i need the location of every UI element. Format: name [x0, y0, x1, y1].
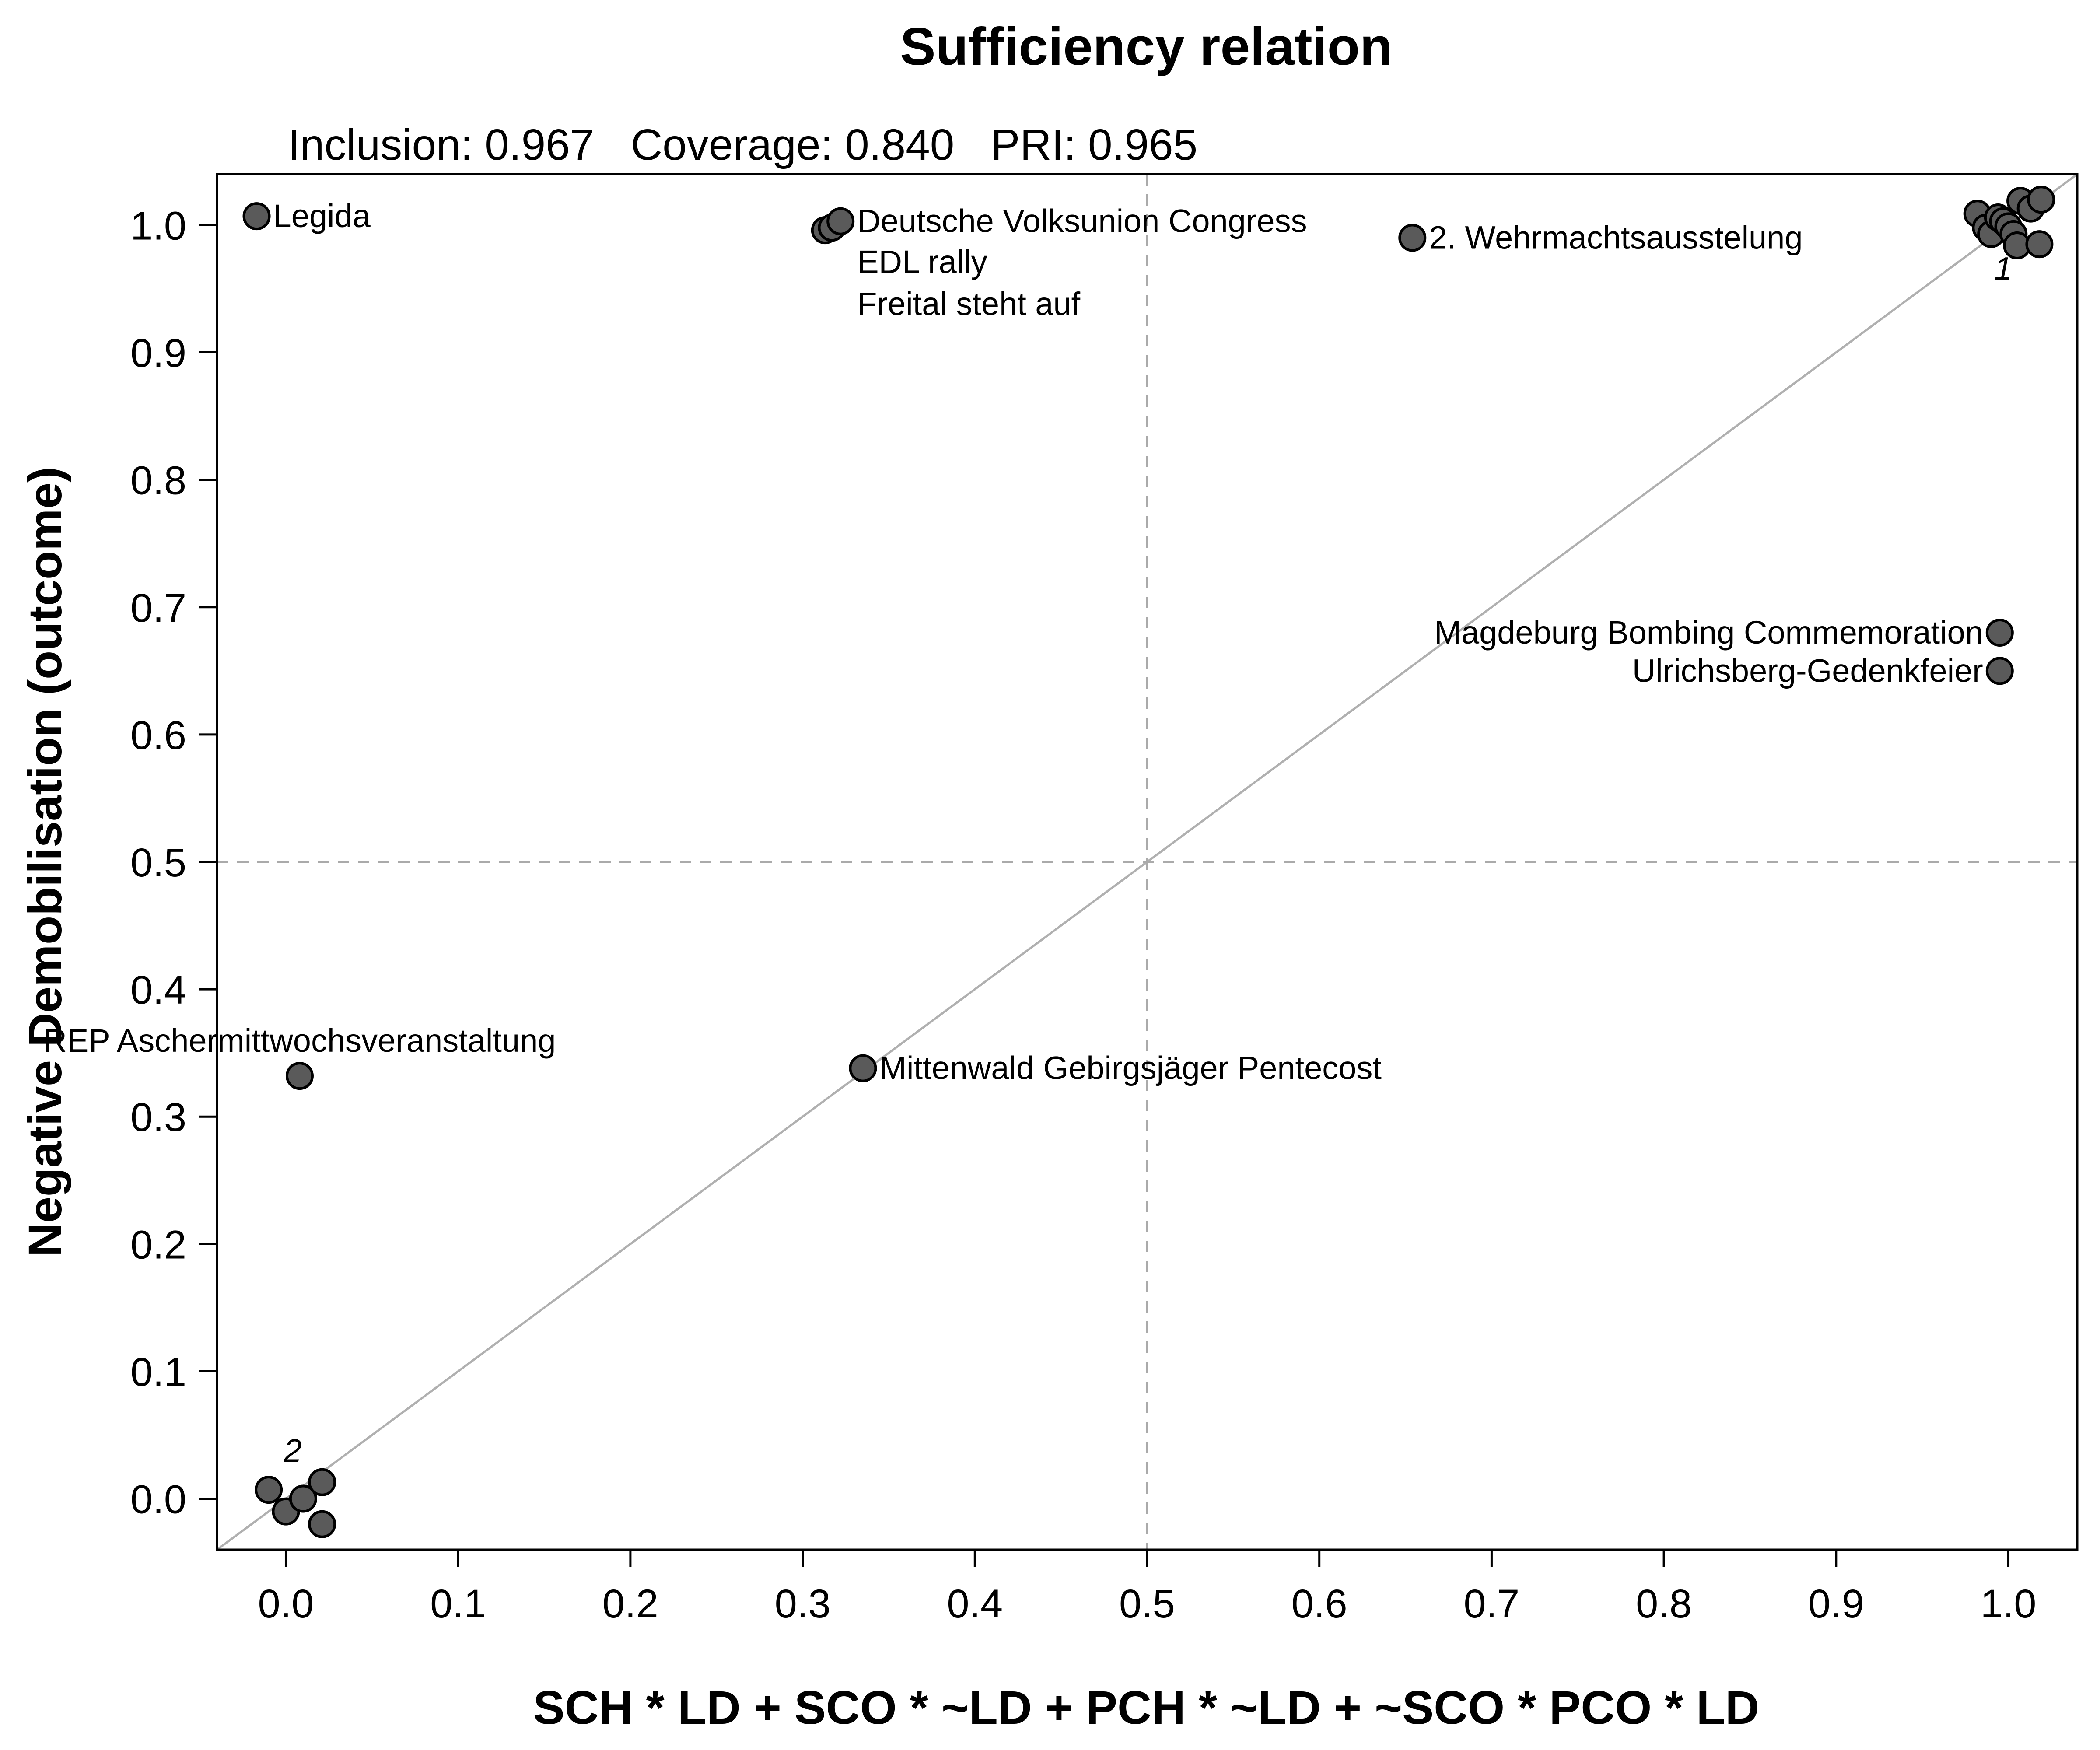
case-label: Deutsche Volksunion Congress	[857, 203, 1307, 239]
y-tick-label: 0.5	[130, 840, 186, 885]
x-tick-label: 0.5	[1119, 1582, 1175, 1626]
y-tick-label: 0.8	[130, 458, 186, 503]
x-tick-label: 0.2	[602, 1582, 658, 1626]
x-axis-title: SCH * LD + SCO * ~LD + PCH * ~LD + ~SCO …	[533, 1681, 1760, 1734]
fit-statistics: Inclusion: 0.967 Coverage: 0.840 PRI: 0.…	[288, 120, 1197, 169]
coverage-value: 0.840	[845, 120, 954, 169]
y-tick-label: 0.0	[130, 1477, 186, 1522]
data-point	[2025, 230, 2054, 259]
y-tick-label: 1.0	[130, 203, 186, 248]
data-point	[1398, 224, 1427, 252]
pri-label: PRI:	[991, 120, 1076, 169]
x-tick-label: 0.3	[775, 1582, 831, 1626]
cluster-label: 2	[284, 1432, 302, 1469]
coverage-label: Coverage:	[631, 120, 833, 169]
pri-value: 0.965	[1088, 120, 1197, 169]
x-tick-label: 0.9	[1808, 1582, 1864, 1626]
y-tick-label: 0.7	[130, 586, 186, 630]
inclusion-value: 0.967	[485, 120, 594, 169]
case-label: Ulrichsberg-Gedenkfeier	[1632, 652, 1983, 689]
y-tick-label: 0.6	[130, 713, 186, 758]
x-tick-label: 1.0	[1981, 1582, 2037, 1626]
case-label: 2. Wehrmachtsausstelung	[1429, 220, 1802, 256]
plot-frame	[216, 173, 2079, 1551]
case-label: Magdeburg Bombing Commemoration	[1434, 614, 1983, 651]
data-point	[1985, 619, 2014, 647]
data-point	[255, 1476, 283, 1504]
case-label: Legida	[273, 198, 371, 234]
data-point	[285, 1062, 314, 1090]
data-point	[826, 207, 855, 235]
y-tick-label: 0.2	[130, 1222, 186, 1267]
case-labels: Legida Deutsche Volksunion Congress EDL ra…	[44, 198, 2012, 1469]
y-tick-label: 0.4	[130, 968, 186, 1012]
data-point	[242, 202, 271, 231]
data-point	[289, 1484, 317, 1513]
case-label: REP Aschermittwochsveranstaltung	[44, 1022, 556, 1059]
case-label: Mittenwald Gebirgsjäger Pentecost	[879, 1050, 1382, 1086]
data-point	[1985, 657, 2014, 685]
x-tick-label: 0.7	[1463, 1582, 1519, 1626]
y-axis-title: Negative Demobilisation (outcome)	[18, 467, 71, 1257]
cluster-label: 1	[1994, 251, 2012, 287]
x-tick-label: 0.8	[1636, 1582, 1692, 1626]
data-point	[2027, 186, 2055, 214]
y-axis-ticks: 0.0 0.1 0.2 0.3 0.4 0.5 0.6 0.7 0.8 0.9 1.0	[130, 203, 217, 1522]
x-tick-label: 0.6	[1292, 1582, 1348, 1626]
case-label: Freital steht auf	[857, 286, 1080, 322]
x-tick-label: 0.1	[430, 1582, 486, 1626]
inclusion-label: Inclusion:	[288, 120, 472, 169]
x-axis-ticks: 0.0 0.1 0.2 0.3 0.4 0.5 0.6 0.7 0.8 0.9 1.0	[258, 1550, 2037, 1626]
y-tick-label: 0.3	[130, 1095, 186, 1140]
reference-lines	[216, 173, 2078, 1551]
y-tick-label: 0.9	[130, 331, 186, 376]
case-label: EDL rally	[857, 244, 987, 280]
chart-title: Sufficiency relation	[900, 17, 1392, 76]
data-point	[308, 1510, 336, 1538]
data-points	[242, 186, 2055, 1538]
data-point	[308, 1468, 336, 1496]
x-tick-label: 0.4	[947, 1582, 1003, 1626]
y-tick-label: 0.1	[130, 1350, 186, 1394]
data-point	[849, 1054, 877, 1082]
x-tick-label: 0.0	[258, 1582, 314, 1626]
